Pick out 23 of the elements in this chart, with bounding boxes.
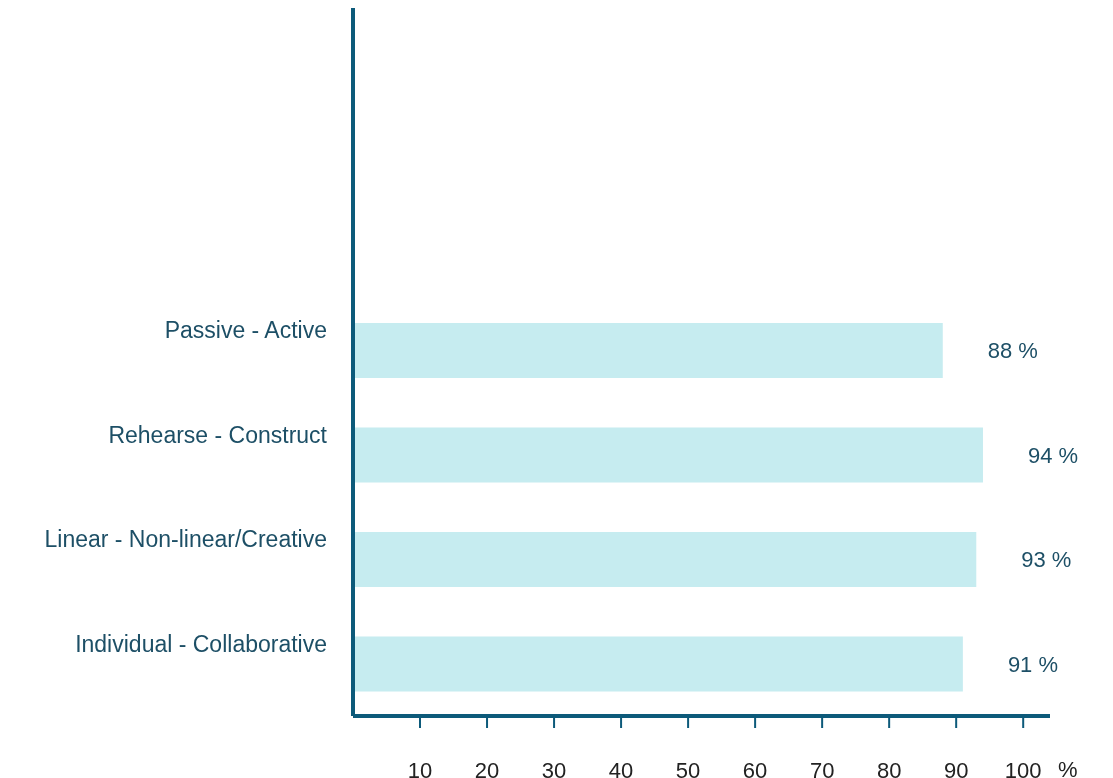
bar bbox=[353, 427, 983, 483]
x-tick-label: 50 bbox=[675, 758, 701, 778]
data-label: 91 % bbox=[1007, 651, 1059, 677]
x-tick-label: 90 bbox=[943, 758, 969, 778]
bar bbox=[353, 323, 943, 378]
y-tick-label: Passive - Active bbox=[164, 317, 327, 344]
x-tick-label: 60 bbox=[742, 758, 768, 778]
data-label: 94 % bbox=[1027, 442, 1079, 468]
x-tick-label: 20 bbox=[474, 758, 500, 778]
x-tick-label: 10 bbox=[407, 758, 433, 778]
x-tick-label: 70 bbox=[809, 758, 835, 778]
bar bbox=[353, 532, 977, 587]
x-tick-label: 100 bbox=[1004, 758, 1042, 778]
y-tick-label: Linear - Non-linear/Creative bbox=[44, 526, 327, 553]
x-axis-title: % bbox=[1058, 756, 1078, 778]
data-label: 93 % bbox=[1021, 547, 1072, 573]
x-tick-label: 80 bbox=[876, 758, 902, 778]
y-tick-label: Individual - Collaborative bbox=[75, 630, 327, 657]
data-label: 88 % bbox=[987, 338, 1038, 364]
x-tick-label: 40 bbox=[608, 758, 634, 778]
bar bbox=[353, 636, 963, 692]
x-tick-label: 30 bbox=[541, 758, 567, 778]
y-tick-label: Rehearse - Construct bbox=[108, 421, 328, 448]
